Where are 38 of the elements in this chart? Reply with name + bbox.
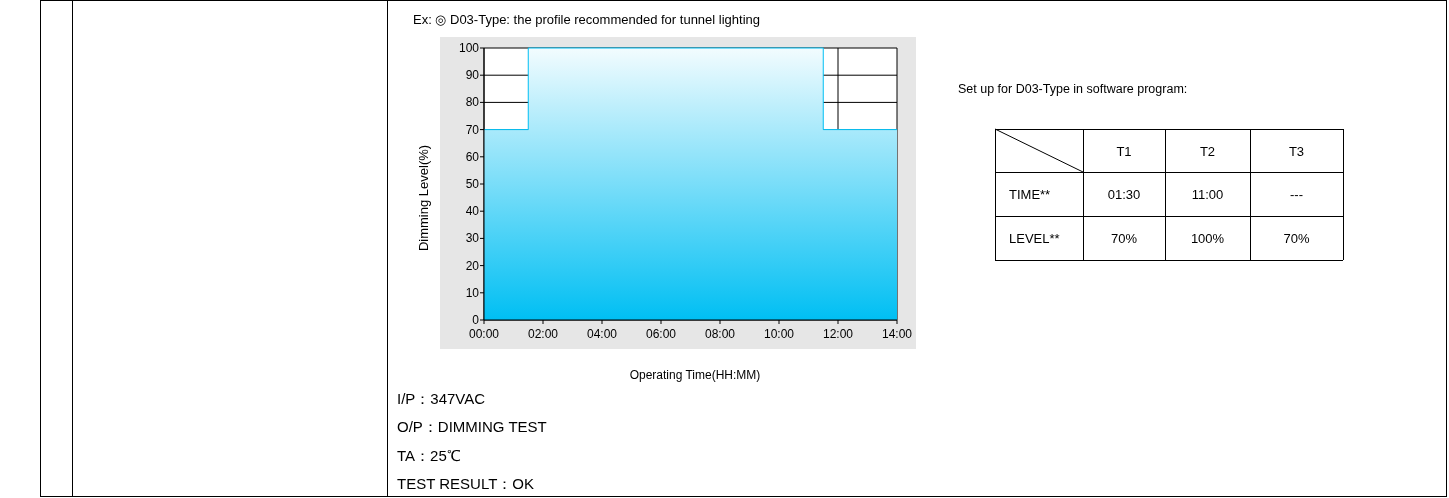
x-tick-label: 04:00 bbox=[586, 327, 618, 341]
y-tick-label: 60 bbox=[465, 149, 480, 164]
x-tick-label: 02:00 bbox=[527, 327, 559, 341]
y-tick-label: 70 bbox=[465, 122, 480, 137]
text: 01:30 bbox=[1107, 187, 1141, 202]
y-tick-label: 80 bbox=[465, 95, 480, 110]
y-tick-label: 30 bbox=[465, 231, 480, 246]
text: Set up for D03-Type in software program: bbox=[958, 82, 1188, 96]
y-tick-label: 10 bbox=[465, 285, 480, 300]
y-tick-label: 40 bbox=[465, 204, 480, 219]
text: TIME** bbox=[1009, 187, 1051, 202]
text: LEVEL** bbox=[1009, 231, 1060, 246]
y-tick-label: 90 bbox=[465, 68, 480, 83]
y-tick-label: 50 bbox=[465, 177, 480, 191]
x-tick-label: 00:00 bbox=[468, 327, 500, 341]
text: 70% bbox=[1283, 231, 1310, 246]
y-tick-label: 0 bbox=[472, 313, 480, 327]
text: T1 bbox=[1116, 143, 1132, 159]
y-tick-label: 100 bbox=[458, 41, 480, 55]
chart-title: Ex: ◎ D03-Type: the profile recommended for tunnel lighting bbox=[413, 12, 761, 27]
x-tick-label: 14:00 bbox=[881, 327, 913, 341]
text: 100% bbox=[1190, 231, 1225, 246]
x-tick-label: 06:00 bbox=[645, 327, 677, 341]
text: TEST RESULT：OK bbox=[397, 474, 534, 492]
x-tick-label: 12:00 bbox=[822, 327, 854, 341]
text: TA：25℃ bbox=[397, 446, 461, 464]
x-tick-label: 08:00 bbox=[704, 327, 736, 341]
text: O/P：DIMMING TEST bbox=[397, 418, 547, 436]
y-tick-label: 20 bbox=[465, 258, 480, 273]
text: T2 bbox=[1199, 143, 1216, 159]
y-axis-title: Dimming Level(%) bbox=[416, 144, 431, 252]
x-tick-label: 10:00 bbox=[763, 327, 795, 341]
text: 11:00 bbox=[1191, 187, 1224, 202]
text: T3 bbox=[1288, 143, 1305, 159]
text: --- bbox=[1290, 187, 1303, 202]
text: I/P：347VAC bbox=[397, 390, 486, 407]
x-axis-title: Operating Time(HH:MM) bbox=[629, 368, 761, 382]
text: 70% bbox=[1110, 231, 1138, 246]
